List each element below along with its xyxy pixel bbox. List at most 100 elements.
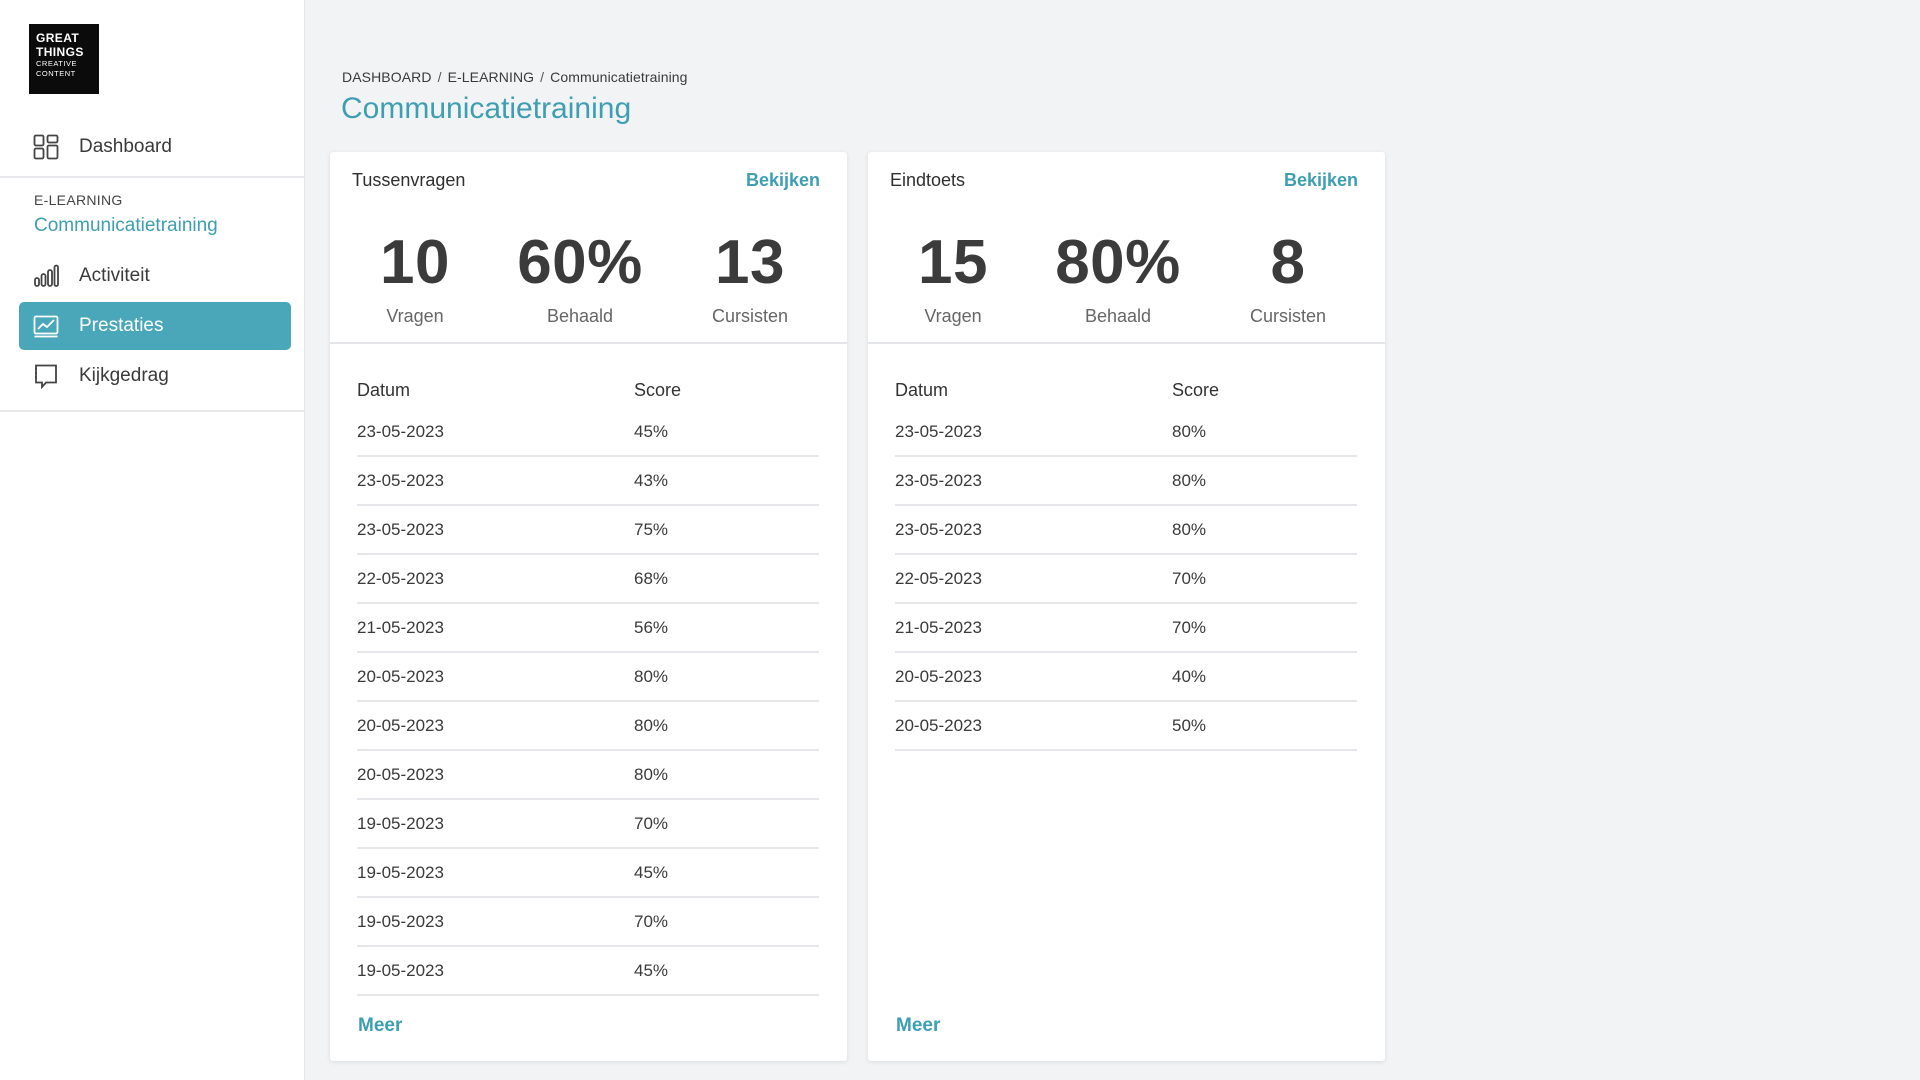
table-row: 23-05-2023 45% (357, 408, 819, 457)
table-row: 21-05-2023 56% (357, 604, 819, 653)
table-row: 20-05-2023 50% (895, 702, 1357, 751)
card-title: Eindtoets (890, 170, 966, 190)
cell-score: 80% (1172, 519, 1207, 539)
cell-datum: 22-05-2023 (357, 568, 444, 588)
sidebar-item-label: Activiteit (79, 265, 150, 286)
cell-datum: 23-05-2023 (895, 421, 982, 441)
logo-line-4: CONTENT (36, 68, 76, 78)
sidebar-section-title[interactable]: Communicatietraining (34, 215, 218, 236)
stats-row: 15 Vragen 80% Behaald 8 Cursisten (868, 224, 1385, 344)
cell-score: 80% (1172, 421, 1207, 441)
more-link[interactable]: Meer (358, 1015, 403, 1036)
breadcrumb-separator: / (540, 69, 545, 85)
cell-score: 50% (1172, 715, 1207, 735)
cell-datum: 23-05-2023 (357, 470, 444, 490)
stat-value: 80% (1055, 228, 1181, 297)
cell-score: 45% (634, 960, 669, 980)
breadcrumb-separator: / (437, 69, 442, 85)
cell-score: 40% (1172, 666, 1207, 686)
table-header: Datum Score (357, 372, 819, 408)
table-row: 20-05-2023 80% (357, 751, 819, 800)
sidebar-section-kicker: E-LEARNING (34, 192, 123, 208)
logo-line-3: CREATIVE (36, 59, 77, 68)
dashboard-grid-icon (33, 134, 59, 160)
table-body: 23-05-2023 80% 23-05-2023 80% 23-05-2023 80% 2… (895, 408, 1357, 751)
view-link[interactable]: Bekijken (745, 170, 820, 190)
stats-row: 10 Vragen 60% Behaald 13 Cursisten (330, 224, 847, 344)
table-row: 19-05-2023 70% (357, 898, 819, 947)
sidebar: GREAT THINGS CREATIVE CONTENT Dashboard … (0, 0, 305, 1080)
sidebar-item-kijkgedrag[interactable]: Kijkgedrag (19, 352, 291, 400)
table-row: 22-05-2023 68% (357, 555, 819, 604)
card-header: Tussenvragen Bekijken (352, 170, 820, 191)
cell-datum: 19-05-2023 (357, 960, 444, 980)
stat-caption: Behaald (1084, 306, 1152, 326)
sidebar-divider (0, 410, 304, 412)
table-row: 20-05-2023 80% (357, 702, 819, 751)
bar-chart-icon (34, 264, 59, 287)
cell-datum: 21-05-2023 (895, 617, 982, 637)
cell-datum: 20-05-2023 (895, 715, 982, 735)
sidebar-item-prestaties[interactable]: Prestaties (19, 302, 291, 350)
cell-datum: 20-05-2023 (357, 764, 444, 784)
cell-score: 75% (634, 519, 669, 539)
table-body: 23-05-2023 45% 23-05-2023 43% 23-05-2023 75% 2… (357, 408, 819, 996)
card-tussenvragen: Tussenvragen Bekijken 10 Vragen 60% Beha… (330, 152, 847, 1061)
cell-datum: 22-05-2023 (895, 568, 982, 588)
breadcrumb-current: Communicatietraining (550, 69, 688, 85)
cell-score: 80% (634, 764, 669, 784)
sidebar-item-label: Dashboard (79, 136, 172, 157)
card-title: Tussenvragen (352, 170, 466, 190)
view-link[interactable]: Bekijken (1283, 170, 1358, 190)
sidebar-item-label: Kijkgedrag (79, 365, 169, 386)
column-header-score: Score (1172, 379, 1220, 400)
cell-datum: 20-05-2023 (357, 715, 444, 735)
table-row: 23-05-2023 80% (895, 506, 1357, 555)
table-row: 19-05-2023 70% (357, 800, 819, 849)
breadcrumb-elearning[interactable]: E-LEARNING (447, 69, 535, 85)
table-row: 23-05-2023 80% (895, 457, 1357, 506)
more-link[interactable]: Meer (896, 1015, 941, 1036)
stat-value: 8 (1270, 228, 1306, 297)
sidebar-item-label: Prestaties (79, 315, 164, 336)
cell-datum: 20-05-2023 (895, 666, 982, 686)
logo-line-2: THINGS (36, 45, 84, 59)
cell-datum: 21-05-2023 (357, 617, 444, 637)
cell-score: 70% (634, 813, 669, 833)
stat-caption: Behaald (546, 306, 614, 326)
cell-score: 70% (1172, 617, 1207, 637)
cell-score: 68% (634, 568, 669, 588)
cell-datum: 19-05-2023 (357, 813, 444, 833)
card-header: Eindtoets Bekijken (890, 170, 1358, 191)
stat-behaald: 60% Behaald (495, 224, 665, 327)
cell-score: 45% (634, 421, 669, 441)
card-eindtoets: Eindtoets Bekijken 15 Vragen 80% Behaald… (868, 152, 1385, 1061)
stat-value: 15 (918, 228, 988, 297)
breadcrumb-dashboard[interactable]: DASHBOARD (342, 69, 432, 85)
sidebar-item-dashboard[interactable]: Dashboard (0, 118, 304, 178)
sidebar-item-activiteit[interactable]: Activiteit (19, 252, 291, 300)
table-row: 19-05-2023 45% (357, 947, 819, 996)
cell-datum: 20-05-2023 (357, 666, 444, 686)
cell-score: 56% (634, 617, 669, 637)
stat-caption: Vragen (386, 306, 444, 326)
scores-table: Datum Score 23-05-2023 80% 23-05-2023 80% 23… (895, 372, 1357, 751)
stat-vragen: 15 Vragen (868, 224, 1038, 327)
cell-datum: 19-05-2023 (357, 911, 444, 931)
table-row: 22-05-2023 70% (895, 555, 1357, 604)
table-row: 23-05-2023 75% (357, 506, 819, 555)
stat-vragen: 10 Vragen (330, 224, 500, 327)
cell-datum: 23-05-2023 (357, 519, 444, 539)
stat-value: 10 (380, 228, 450, 297)
table-row: 23-05-2023 43% (357, 457, 819, 506)
sidebar-nav: Activiteit Prestaties Kijkgedrag (19, 252, 291, 402)
stat-value: 13 (715, 228, 785, 297)
logo-line-1: GREAT (36, 31, 80, 45)
cell-datum: 23-05-2023 (895, 519, 982, 539)
cell-datum: 23-05-2023 (357, 421, 444, 441)
cell-datum: 19-05-2023 (357, 862, 444, 882)
table-row: 20-05-2023 40% (895, 653, 1357, 702)
brand-logo[interactable]: GREAT THINGS CREATIVE CONTENT (29, 24, 99, 94)
table-row: 20-05-2023 80% (357, 653, 819, 702)
table-header: Datum Score (895, 372, 1357, 408)
